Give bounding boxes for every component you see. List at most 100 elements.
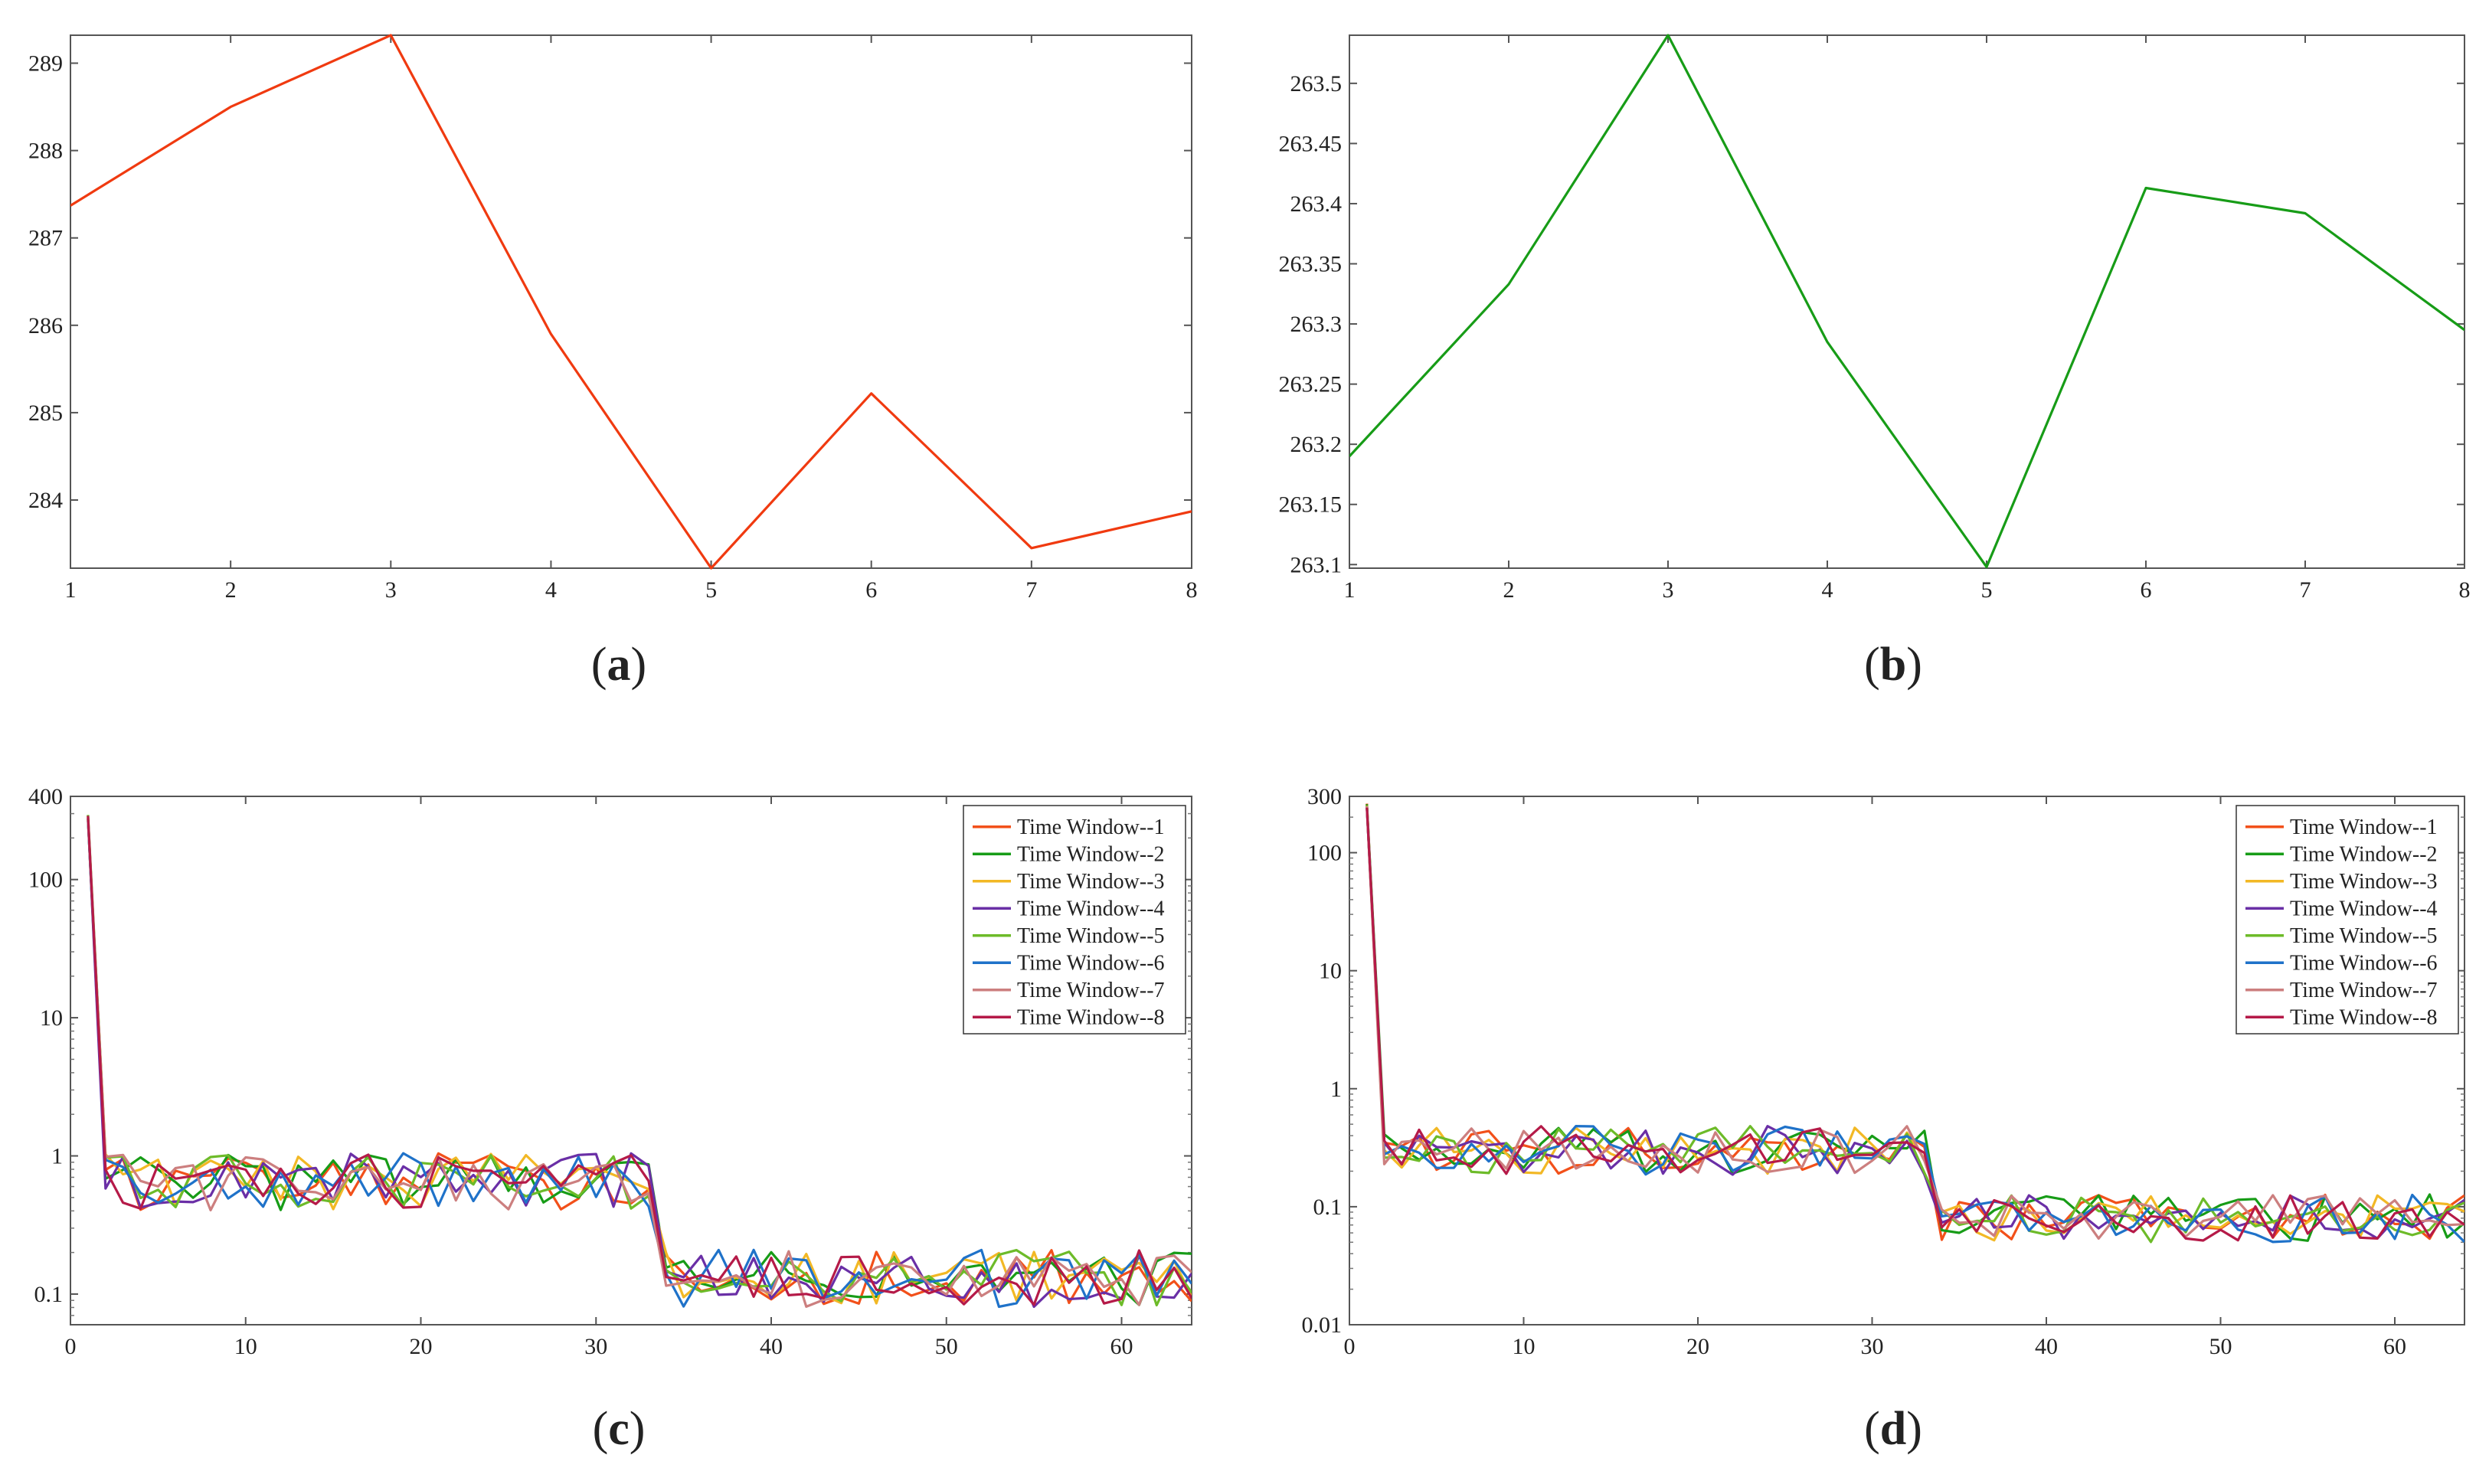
- x-tick-label-d: 30: [1861, 1334, 1884, 1359]
- series-line-d-8: [1366, 807, 2464, 1242]
- x-tick-label-c: 30: [584, 1334, 607, 1359]
- x-tick-label-c: 20: [410, 1334, 433, 1359]
- x-tick-label-d: 20: [1686, 1334, 1709, 1359]
- y-tick-label-d: 1: [1330, 1077, 1342, 1102]
- legend-label-c-3: Time Window--3: [1017, 870, 1165, 894]
- y-tick-label-b: 263.3: [1290, 312, 1343, 337]
- legend-label-d-8: Time Window--8: [2290, 1005, 2438, 1029]
- series-line-d-7: [1366, 806, 2464, 1240]
- panel-a: 1 2 3 4 5 6 7 8 284 285 286 287 288 289 (a): [28, 34, 1198, 691]
- y-tick-label-a: 285: [28, 400, 63, 426]
- x-tick-label-a: 2: [225, 577, 237, 603]
- legend-label-c-5: Time Window--5: [1017, 924, 1165, 948]
- legend-label-c-4: Time Window--4: [1017, 897, 1165, 920]
- x-tick-label-a: 8: [1186, 577, 1198, 603]
- x-tick-label-c: 0: [65, 1334, 77, 1359]
- y-tick-label-b: 263.5: [1290, 71, 1343, 96]
- y-tick-label-b: 263.45: [1279, 131, 1343, 156]
- series-line-c-4: [87, 818, 1192, 1309]
- x-tick-label-b: 4: [1822, 577, 1833, 603]
- y-tick-label-c: 100: [28, 868, 63, 893]
- x-tick-label-a: 4: [545, 577, 557, 603]
- panel-label-c: (c): [593, 1403, 646, 1455]
- panel-label-a: (a): [591, 639, 646, 691]
- legend-box-d: [2236, 805, 2459, 1035]
- legend-label-d-6: Time Window--6: [2290, 951, 2438, 975]
- x-tick-label-c: 40: [760, 1334, 783, 1359]
- legend-label-c-2: Time Window--2: [1017, 842, 1165, 866]
- x-tick-label-b: 6: [2141, 577, 2152, 603]
- y-tick-label-c: 0.1: [34, 1282, 64, 1307]
- x-tick-label-b: 8: [2459, 577, 2471, 603]
- legend-label-c-6: Time Window--6: [1017, 951, 1165, 975]
- x-tick-label-a: 5: [705, 577, 717, 603]
- x-tick-label-c: 50: [935, 1334, 958, 1359]
- x-tick-label-d: 10: [1513, 1334, 1536, 1359]
- plot-frame-d: [1349, 796, 2465, 1325]
- y-tick-label-a: 289: [28, 51, 63, 77]
- x-tick-label-b: 3: [1663, 577, 1674, 603]
- y-tick-label-d: 0.01: [1302, 1312, 1343, 1338]
- y-tick-label-b: 263.4: [1290, 191, 1343, 217]
- x-tick-label-d: 0: [1344, 1334, 1356, 1359]
- series-line-a-1: [70, 34, 1192, 570]
- legend-box-c: [963, 805, 1186, 1035]
- x-tick-label-d: 40: [2035, 1334, 2058, 1359]
- x-tick-label-a: 6: [865, 577, 877, 603]
- y-tick-label-d: 300: [1307, 784, 1342, 809]
- panel-c: 0 10 20 30 40 50 60 0.1 1 10 100 400 Time Window--1 T…: [28, 784, 1192, 1455]
- legend-label-d-3: Time Window--3: [2290, 870, 2438, 894]
- x-tick-label-b: 1: [1344, 577, 1356, 603]
- y-tick-label-b: 263.1: [1290, 552, 1343, 577]
- x-tick-label-a: 7: [1025, 577, 1037, 603]
- series-line-c-8: [87, 816, 1192, 1306]
- y-tick-label-c: 1: [51, 1144, 63, 1169]
- series-line-d-6: [1366, 806, 2464, 1244]
- plot-frame-c: [70, 796, 1192, 1325]
- panel-b: 1 2 3 4 5 6 7 8 263.1 263.15 263.2 263.25 263.3 263.3…: [1279, 34, 2471, 691]
- panel-label-b: (b): [1864, 639, 1922, 691]
- x-tick-label-c: 60: [1110, 1334, 1133, 1359]
- y-tick-label-b: 263.2: [1290, 432, 1343, 457]
- series-line-d-4: [1366, 807, 2464, 1240]
- x-tick-label-b: 7: [2300, 577, 2311, 603]
- plot-frame-a: [70, 34, 1192, 569]
- panel-d: 0 10 20 30 40 50 60 0.01 0.1 1 10 100 300 Time Window…: [1302, 784, 2465, 1455]
- legend-label-c-7: Time Window--7: [1017, 979, 1165, 1002]
- legend-label-c-1: Time Window--1: [1017, 816, 1165, 839]
- plot-frame-b: [1349, 34, 2465, 569]
- x-tick-label-a: 3: [385, 577, 397, 603]
- legend-label-d-5: Time Window--5: [2290, 924, 2438, 948]
- series-line-c-6: [87, 820, 1192, 1309]
- y-tick-label-b: 263.25: [1279, 372, 1343, 397]
- x-tick-label-b: 2: [1503, 577, 1515, 603]
- y-tick-label-b: 263.35: [1279, 252, 1343, 277]
- y-tick-label-a: 288: [28, 139, 63, 164]
- legend-label-d-7: Time Window--7: [2290, 979, 2438, 1002]
- x-tick-label-d: 60: [2383, 1334, 2406, 1359]
- legend-label-d-4: Time Window--4: [2290, 897, 2438, 920]
- plot-a: 1 2 3 4 5 6 7 8 284 285 286 287 288 289: [28, 34, 1198, 603]
- y-tick-label-a: 284: [28, 488, 63, 513]
- series-line-c-7: [87, 819, 1192, 1309]
- y-tick-label-d: 10: [1319, 959, 1342, 984]
- y-tick-label-a: 286: [28, 313, 63, 338]
- legend-label-c-8: Time Window--8: [1017, 1005, 1165, 1029]
- plot-c: 0 10 20 30 40 50 60 0.1 1 10 100 400 Time Window--1 T…: [28, 784, 1192, 1359]
- y-tick-label-d: 100: [1307, 841, 1342, 866]
- y-tick-label-d: 0.1: [1313, 1195, 1343, 1220]
- x-tick-label-d: 50: [2209, 1334, 2232, 1359]
- y-tick-label-b: 263.15: [1279, 492, 1343, 518]
- y-tick-label-c: 400: [28, 784, 63, 809]
- legend-label-d-1: Time Window--1: [2290, 816, 2438, 839]
- x-tick-label-a: 1: [65, 577, 77, 603]
- legend-label-d-2: Time Window--2: [2290, 842, 2438, 866]
- plot-d: 0 10 20 30 40 50 60 0.01 0.1 1 10 100 300 Time Window…: [1302, 784, 2465, 1359]
- panel-label-d: (d): [1864, 1403, 1922, 1455]
- x-tick-label-b: 5: [1981, 577, 1993, 603]
- y-tick-label-a: 287: [28, 226, 63, 251]
- x-tick-label-c: 10: [234, 1334, 257, 1359]
- series-line-b-1: [1349, 34, 2464, 569]
- y-tick-label-c: 10: [40, 1005, 63, 1031]
